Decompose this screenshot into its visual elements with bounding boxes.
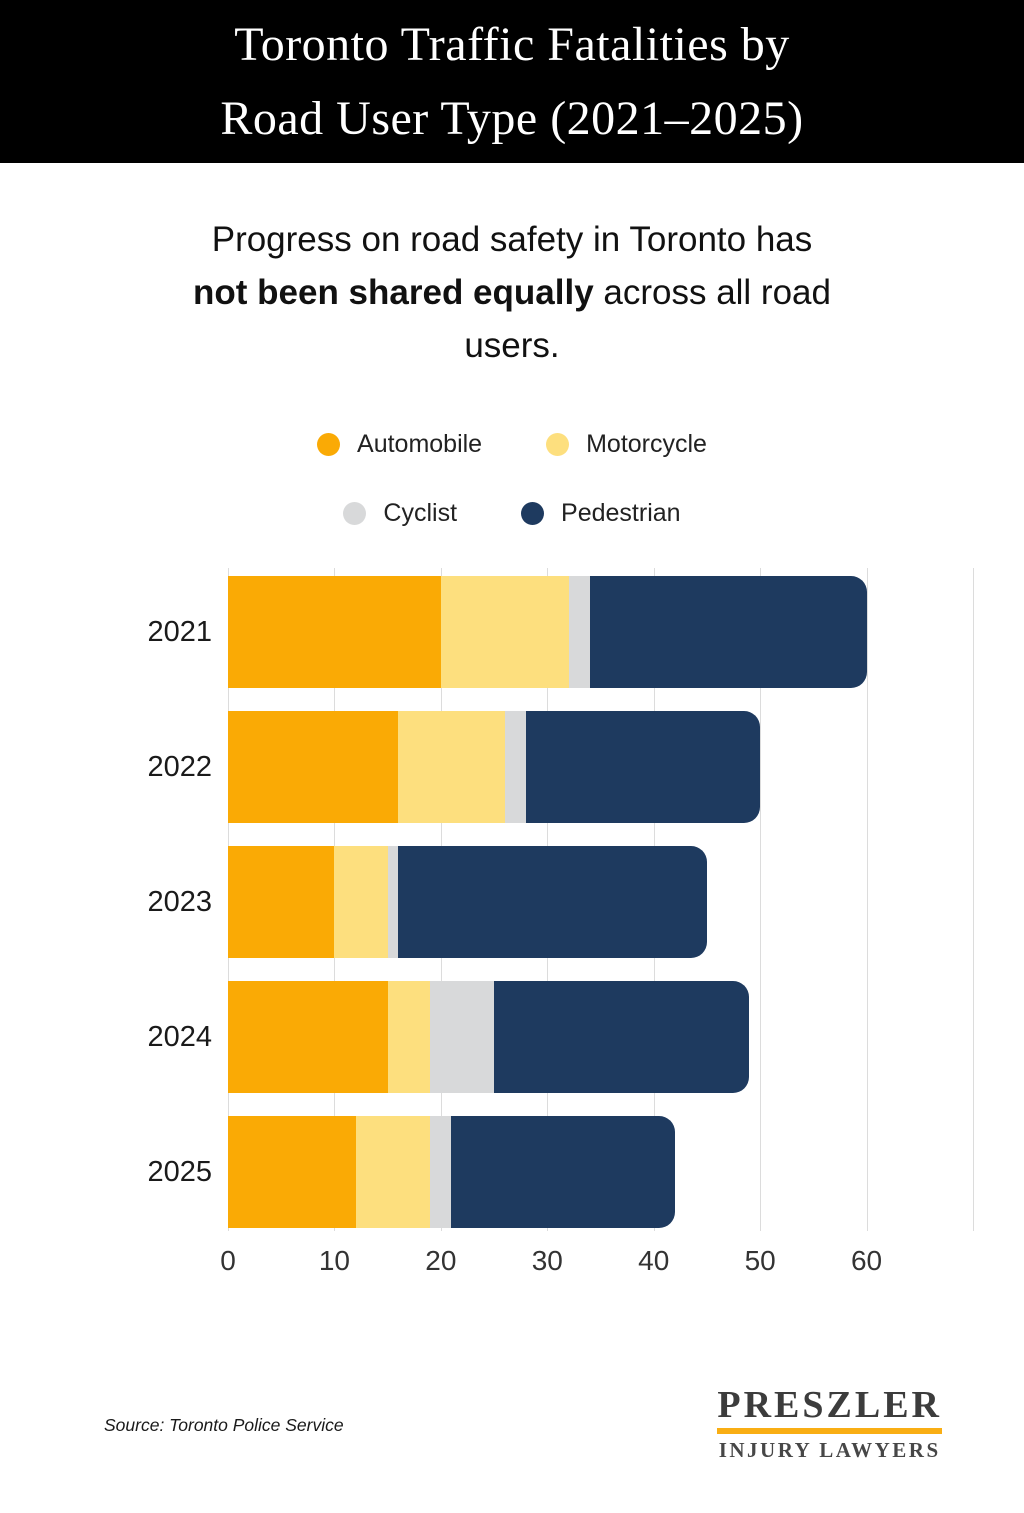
bar-segment-automobile-2024	[228, 981, 388, 1093]
y-axis-label-2025: 2025	[147, 1155, 212, 1188]
legend-item-automobile: Automobile	[317, 430, 482, 459]
logo-tagline: INJURY LAWYERS	[718, 1438, 941, 1462]
footer: Source: Toronto Police Service PRESZLER …	[0, 1385, 1024, 1463]
bar-segment-pedestrian-2025	[451, 1116, 675, 1228]
legend-dot-motorcycle	[546, 433, 570, 456]
legend-label: Pedestrian	[561, 499, 681, 527]
stacked-bar-2021	[228, 576, 867, 688]
x-axis-tick-60: 60	[850, 1245, 883, 1276]
bar-segment-automobile-2023	[228, 846, 335, 958]
subtitle-line2: not been shared equally across all road	[193, 273, 831, 312]
legend-dot-automobile	[317, 433, 341, 456]
chart-legend: Automobile Motorcycle Cyclist Pedestrian	[0, 430, 1024, 528]
page-title-line2: Road User Type (2021–2025)	[220, 91, 804, 145]
y-axis-label-2024: 2024	[147, 1020, 212, 1053]
y-axis-label-2023: 2023	[147, 885, 212, 918]
y-axis-label-2022: 2022	[147, 750, 212, 783]
subtitle-line3: users.	[464, 326, 560, 365]
bar-segment-pedestrian-2024	[494, 981, 750, 1093]
x-axis: 0 10 20 30 40 50 60	[0, 1237, 1024, 1283]
legend-label: Automobile	[357, 430, 483, 458]
chart-row-2025: 2025	[0, 1116, 1024, 1228]
bar-segment-automobile-2021	[228, 576, 441, 688]
legend-row: Automobile Motorcycle	[0, 430, 1024, 459]
legend-item-motorcycle: Motorcycle	[546, 430, 707, 459]
legend-dot-cyclist	[343, 502, 367, 525]
subtitle-bold-phrase: not been shared equally	[193, 273, 594, 312]
logo-name: PRESZLER	[717, 1384, 942, 1426]
stacked-bar-2024	[228, 981, 750, 1093]
legend-label: Cyclist	[383, 499, 458, 527]
bar-segment-automobile-2022	[228, 711, 399, 823]
bar-segment-pedestrian-2022	[525, 711, 761, 823]
legend-label: Motorcycle	[586, 430, 707, 458]
header-banner: Toronto Traffic Fatalities by Road User …	[0, 0, 1024, 163]
legend-row: Cyclist Pedestrian	[0, 499, 1024, 528]
bar-segment-cyclist-2025	[430, 1116, 452, 1228]
chart-row-2021: 2021	[0, 576, 1024, 688]
legend-item-pedestrian: Pedestrian	[521, 499, 681, 528]
gridline-70	[973, 568, 974, 1231]
logo-gold-rule	[717, 1428, 942, 1434]
gridline-60	[866, 568, 868, 1231]
bar-segment-cyclist-2024	[430, 981, 495, 1093]
x-axis-tick-0: 0	[220, 1245, 236, 1276]
bar-segment-motorcycle-2025	[355, 1116, 431, 1228]
y-axis-label-2021: 2021	[147, 615, 212, 648]
gridline-50	[760, 568, 762, 1231]
x-axis-tick-10: 10	[318, 1245, 350, 1276]
bar-segment-motorcycle-2023	[334, 846, 388, 958]
bar-segment-cyclist-2021	[568, 576, 590, 688]
legend-dot-pedestrian	[521, 502, 545, 525]
x-axis-tick-30: 30	[531, 1245, 563, 1276]
bar-segment-motorcycle-2024	[387, 981, 431, 1093]
preszler-logo: PRESZLER INJURY LAWYERS	[717, 1385, 942, 1463]
bar-segment-pedestrian-2023	[398, 846, 707, 958]
x-axis-tick-50: 50	[744, 1245, 776, 1276]
bar-segment-motorcycle-2021	[440, 576, 569, 688]
chart-row-2024: 2024	[0, 981, 1024, 1093]
x-axis-tick-20: 20	[425, 1245, 457, 1276]
subtitle: Progress on road safety in Toronto has n…	[82, 213, 942, 372]
bar-segment-automobile-2025	[228, 1116, 356, 1228]
stacked-bar-2025	[228, 1116, 675, 1228]
bar-segment-motorcycle-2022	[398, 711, 505, 823]
bar-segment-cyclist-2022	[504, 711, 526, 823]
legend-item-cyclist: Cyclist	[343, 499, 457, 528]
stacked-bar-2022	[228, 711, 761, 823]
page-title-line1: Toronto Traffic Fatalities by	[234, 17, 790, 71]
bar-segment-pedestrian-2021	[589, 576, 867, 688]
stacked-bar-2023	[228, 846, 707, 958]
source-attribution: Source: Toronto Police Service	[104, 1415, 344, 1435]
x-axis-tick-40: 40	[638, 1245, 670, 1276]
chart-row-2022: 2022	[0, 711, 1024, 823]
subtitle-line1: Progress on road safety in Toronto has	[211, 220, 813, 259]
stacked-bar-chart: 2021 2022 2023 2024 2025	[0, 568, 1024, 1231]
bar-segment-cyclist-2023	[387, 846, 399, 958]
chart-row-2023: 2023	[0, 846, 1024, 958]
